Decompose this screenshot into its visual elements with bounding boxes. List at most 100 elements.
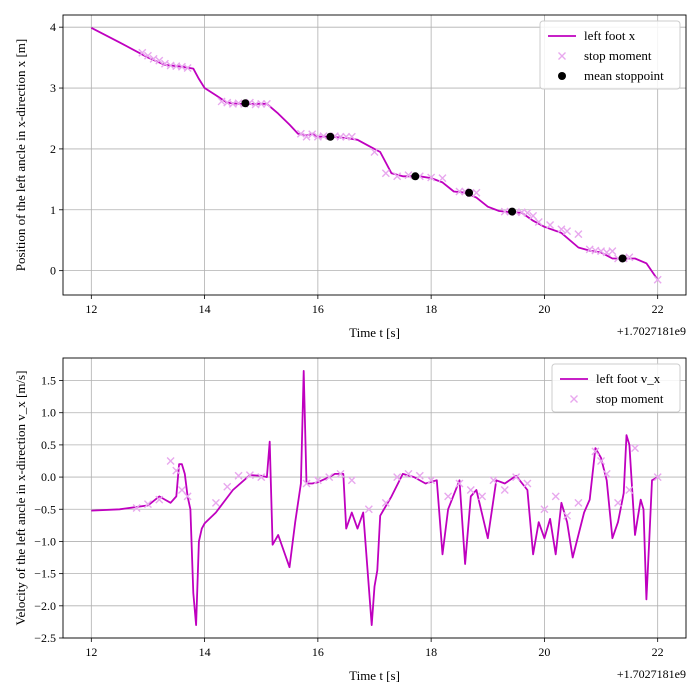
stop-moment-marker (540, 505, 549, 514)
y-tick-label: 0 (50, 264, 56, 278)
stop-moment-marker (308, 130, 317, 139)
stop-moment-marker (631, 444, 640, 453)
stop-moment-marker (211, 498, 220, 507)
stop-moment-marker (608, 247, 617, 256)
x-axis-label: Time t [s] (349, 325, 400, 340)
stop-moment-marker (347, 476, 356, 485)
x-tick-label: 12 (85, 645, 97, 659)
x-tick-label: 16 (312, 645, 324, 659)
stop-moment-marker (364, 505, 373, 514)
legend-label: stop moment (584, 48, 652, 63)
stop-moment-marker (336, 469, 345, 478)
stop-moment-marker (427, 476, 436, 485)
axes-frame (62, 14, 687, 296)
x-tick-label: 12 (85, 302, 97, 316)
y-tick-label: −1.5 (34, 567, 56, 581)
legend-mean-swatch (558, 72, 566, 80)
stop-moment-marker (183, 63, 192, 72)
stop-moment-marker (404, 469, 413, 478)
stop-moment-marker (393, 172, 402, 181)
y-tick-label: 1.5 (41, 374, 56, 388)
y-tick-label: 3 (50, 81, 56, 95)
y-tick-label: −1.0 (34, 534, 56, 548)
x-tick-label: 22 (652, 645, 664, 659)
stop-moment-marker (574, 230, 583, 239)
series-stop-moment (132, 444, 662, 520)
stop-moment-marker (172, 466, 181, 475)
subplot-2: 12 14 16 18 20 22 −2.5 −2.0 −1.5 −1.0 −0.5 0.0 0.5 1.… (13, 357, 687, 683)
y-tick-label: 1.0 (41, 406, 56, 420)
x-offset-label: +1.7027181e9 (617, 324, 686, 338)
stop-moment-marker (529, 211, 538, 220)
stop-moment-marker (500, 485, 509, 494)
stop-moment-marker (455, 187, 464, 196)
stop-moment-marker (523, 208, 532, 217)
stop-moment-marker (478, 492, 487, 501)
stop-moment-marker (257, 473, 266, 482)
y-axis-label: Position of the left ancle in x-directio… (13, 39, 28, 272)
mean-stoppoint-marker (465, 188, 474, 197)
stop-moment-marker (370, 147, 379, 156)
x-offset-label: +1.7027181e9 (617, 667, 686, 681)
stop-moment-marker (574, 498, 583, 507)
stop-moment-marker (625, 485, 634, 494)
stop-moment-marker (381, 169, 390, 178)
stop-moment-marker (393, 473, 402, 482)
stop-moment-marker (534, 217, 543, 226)
stop-moment-marker (313, 476, 322, 485)
stop-moment-marker (466, 485, 475, 494)
stop-moment-marker (546, 221, 555, 229)
legend-label: left foot x (584, 28, 636, 43)
mean-stoppoint-marker (618, 254, 627, 263)
stop-moment-marker (438, 174, 447, 183)
stop-moment-marker (455, 479, 464, 488)
y-tick-label: −0.5 (34, 502, 56, 516)
legend-stop-swatch (570, 395, 578, 403)
stop-moment-marker (444, 492, 453, 501)
stop-moment-marker (143, 51, 152, 60)
stop-moment-marker (653, 473, 662, 482)
stop-moment-marker (512, 473, 521, 482)
axes-frame (62, 357, 687, 639)
stop-moment-marker (245, 471, 254, 480)
stop-moment-marker (223, 482, 232, 491)
x-tick-label: 20 (538, 302, 550, 316)
stop-moment-marker (489, 476, 498, 485)
stop-moment-marker (404, 171, 413, 180)
stop-moment-marker (183, 492, 192, 501)
stop-moment-marker (597, 456, 606, 465)
legend-stop-swatch (558, 52, 566, 60)
stop-moment-marker (523, 479, 532, 488)
stop-moment-marker (143, 500, 152, 509)
x-tick-label: 22 (652, 302, 664, 316)
stop-moment-marker (302, 132, 311, 141)
stop-moment-marker (347, 132, 356, 141)
mean-stoppoint-marker (241, 99, 250, 108)
y-tick-label: −2.5 (34, 631, 56, 645)
x-axis-label: Time t [s] (349, 668, 400, 683)
series-left-foot-v-x (91, 370, 659, 626)
series-mean-stoppoint (241, 99, 627, 263)
stop-moment-marker (427, 173, 436, 182)
stop-moment-marker (415, 471, 424, 480)
stop-moment-marker (319, 132, 328, 141)
stop-moment-marker (296, 129, 305, 138)
series-line (91, 370, 659, 626)
stop-moment-marker (132, 503, 141, 512)
legend-label: mean stoppoint (584, 68, 664, 83)
y-tick-label: 4 (50, 20, 56, 34)
stop-moment-marker (155, 56, 164, 65)
stop-moment-marker (625, 253, 634, 262)
legend-box (551, 363, 681, 413)
stop-moment-marker (342, 132, 351, 141)
stop-moment-marker (653, 275, 662, 284)
stop-moment-marker (472, 188, 481, 197)
stop-moment-marker (138, 48, 147, 57)
mean-stoppoint-marker (411, 172, 420, 181)
stop-moment-marker (177, 485, 186, 494)
stop-moment-marker (591, 447, 600, 456)
stop-moment-marker (257, 99, 266, 108)
stop-moment-marker (381, 498, 390, 507)
